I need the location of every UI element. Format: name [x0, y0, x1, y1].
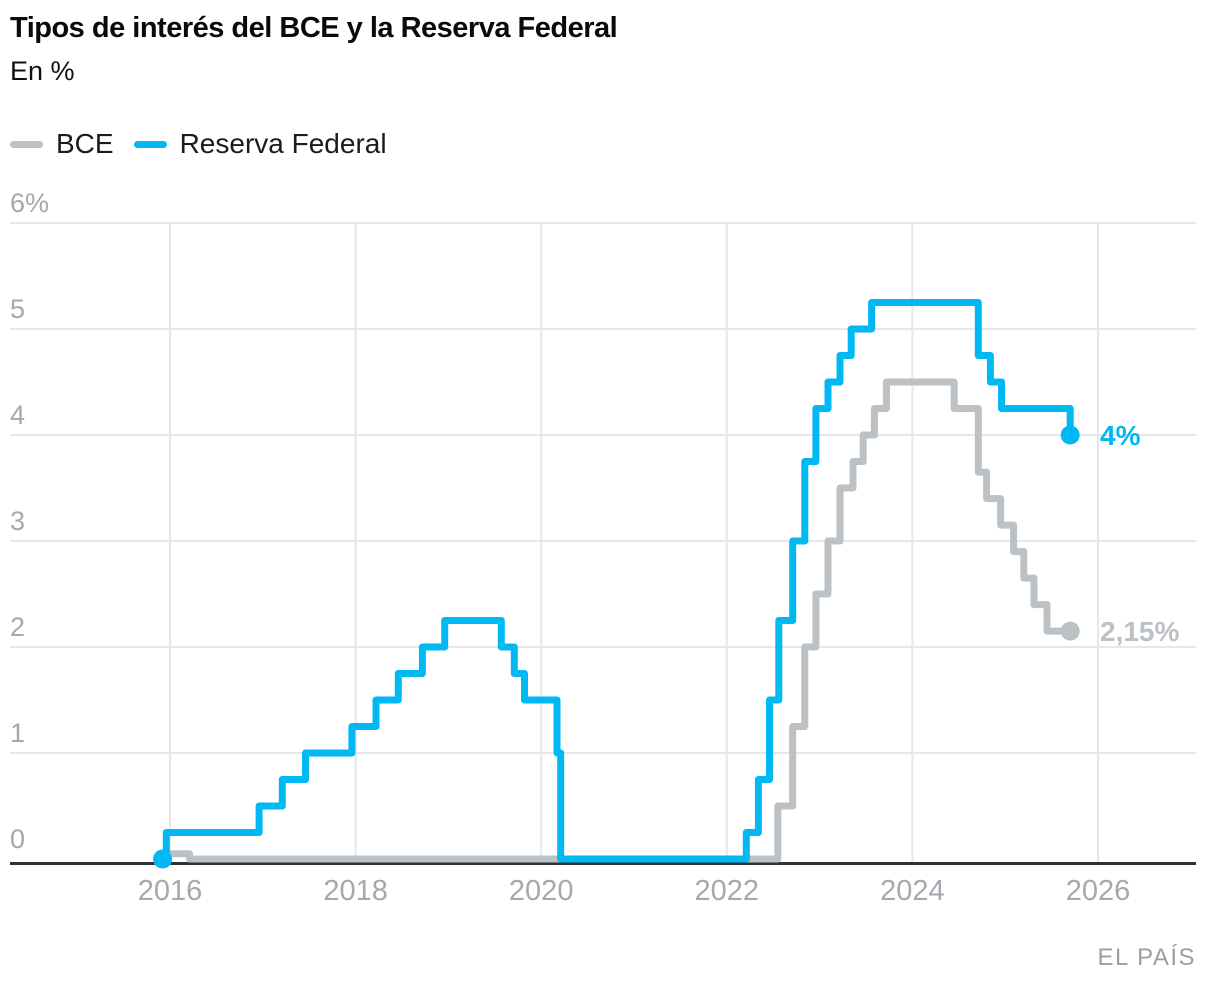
series-end-label-bce: 2,15% [1100, 616, 1180, 648]
bce-line-swatch [10, 140, 43, 148]
x-tick-label: 2018 [323, 875, 388, 907]
x-tick-label: 2020 [508, 875, 574, 907]
y-tick-label: 3 [10, 506, 26, 536]
y-tick-label: 1 [10, 718, 26, 748]
legend-item-bce: BCE [10, 128, 114, 160]
series-end-dot-bce [1060, 621, 1080, 641]
series-end-dot-reserva-federal [1060, 425, 1080, 445]
y-tick-label: 2 [10, 612, 26, 642]
series-line-reserva-federal [159, 299, 1074, 863]
x-tick-label: 2024 [880, 875, 945, 907]
x-tick-label: 2022 [694, 875, 760, 907]
y-tick-label: 4 [10, 400, 26, 430]
y-tick-label: 0 [10, 824, 26, 854]
chart-subtitle: En % [10, 56, 75, 86]
legend: BCE Reserva Federal [10, 128, 387, 160]
legend-label-bce: BCE [56, 128, 114, 159]
series-end-label-reserva-federal: 4% [1100, 420, 1141, 451]
y-tick-label: 5 [10, 294, 26, 324]
source-credit: EL PAÍS [1097, 944, 1196, 971]
chart-title: Tipos de interés del BCE y la Reserva Fe… [10, 12, 618, 44]
reserva-federal-line-swatch [133, 140, 167, 148]
x-tick-label: 2026 [1065, 875, 1131, 907]
legend-label-reserva-federal: Reserva Federal [179, 128, 387, 159]
x-tick-label: 2016 [137, 875, 203, 907]
series-line-bce [159, 378, 1074, 863]
legend-item-reserva-federal: Reserva Federal [133, 128, 387, 160]
series-start-dot-reserva-federal [153, 849, 173, 869]
y-tick-label: 6% [10, 188, 50, 218]
